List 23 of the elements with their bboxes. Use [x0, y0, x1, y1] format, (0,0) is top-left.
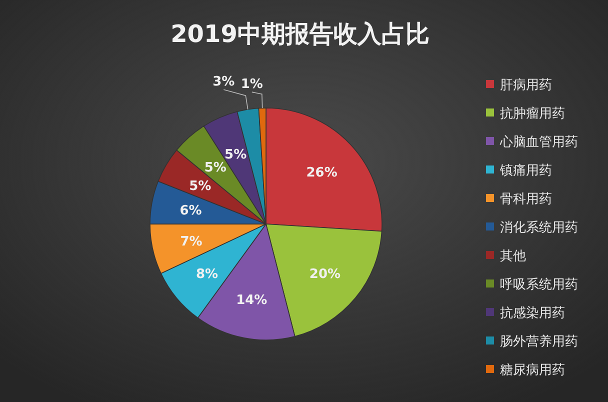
data-label: 6%: [180, 204, 202, 219]
chart-title: 2019中期报告收入占比: [170, 20, 430, 48]
data-label: 3%: [212, 74, 235, 90]
legend-label: 抗感染用药: [500, 306, 565, 321]
legend-label: 糖尿病用药: [500, 363, 565, 378]
legend-label: 骨科用药: [500, 192, 552, 207]
data-label: 5%: [204, 160, 226, 176]
data-label: 26%: [306, 166, 338, 181]
legend-label: 肠外营养用药: [500, 334, 578, 350]
data-label: 5%: [189, 179, 212, 194]
legend-label: 消化系统用药: [500, 220, 578, 236]
legend-label: 心脑血管用药: [499, 134, 578, 150]
legend-label: 呼吸系统用药: [500, 278, 578, 292]
data-label: 5%: [224, 148, 247, 163]
data-label: 7%: [180, 234, 202, 250]
data-label: 20%: [309, 266, 341, 282]
legend-label: 抗肿瘤用药: [500, 106, 565, 122]
data-label: 8%: [196, 266, 218, 282]
data-label: 1%: [240, 77, 263, 92]
legend-label: 其他: [500, 249, 526, 264]
legend-label: 镇痛用药: [499, 164, 552, 178]
data-label: 14%: [236, 293, 268, 308]
legend-label: 肝病用药: [500, 78, 552, 93]
